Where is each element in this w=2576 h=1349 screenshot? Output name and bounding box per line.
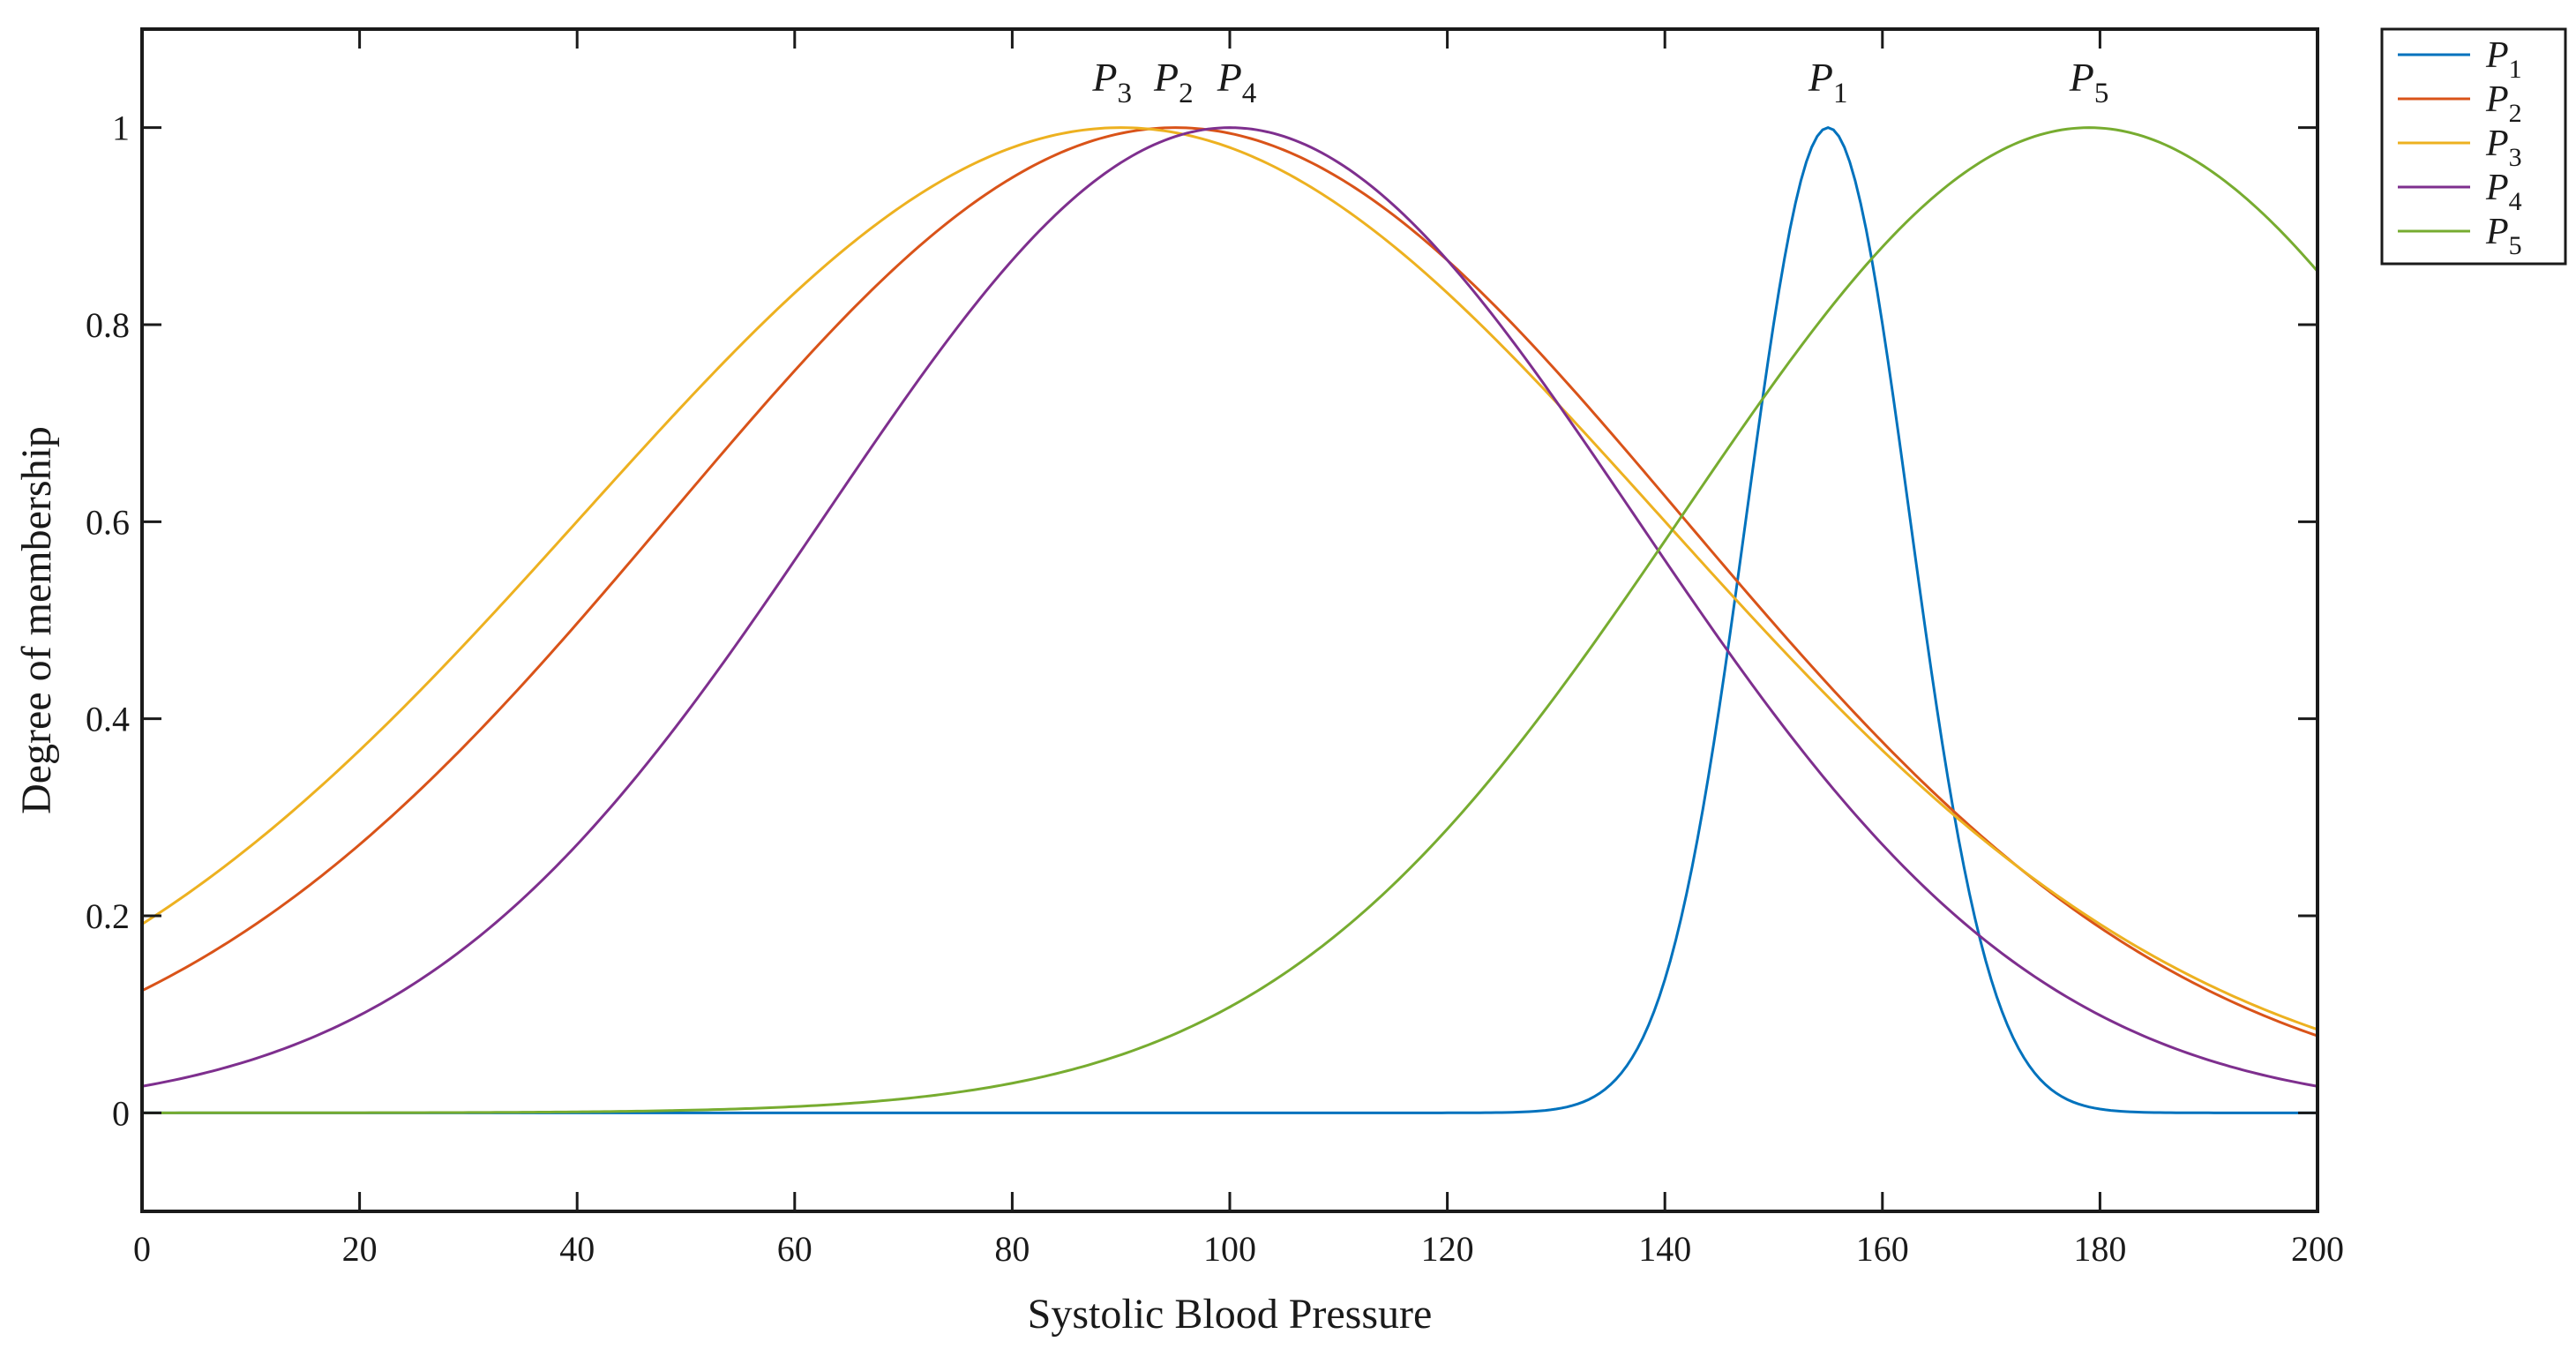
legend-label-p3-subscript: 3 [2509,143,2522,172]
peak-label-p4: P4 [1217,55,1257,109]
legend-label-p2-subscript: 2 [2509,99,2522,128]
legend-label-p3-letter: P [2485,124,2509,164]
legend-label-p1: P1 [2485,35,2522,84]
peak-label-p4-subscript: 4 [1242,78,1257,109]
x-axis-label: Systolic Blood Pressure [1028,1291,1433,1338]
series-line-p3 [141,126,2318,1031]
legend-label-p5: P5 [2485,212,2522,260]
series-lines [141,126,2319,1114]
legend-label-p2-letter: P [2485,79,2509,120]
x-tick-label: 180 [2073,1229,2126,1269]
x-tick-label: 60 [777,1229,812,1269]
legend-label-p1-subscript: 1 [2509,55,2522,84]
peak-label-p5: P5 [2069,55,2109,109]
x-tick-label: 120 [1421,1229,1474,1269]
peak-label-p2-letter: P [1153,55,1179,100]
peak-label-p4-letter: P [1217,55,1242,100]
x-tick-label: 160 [1856,1229,1909,1269]
peak-label-p1: P1 [1808,55,1848,109]
y-axis-label: Degree of membership [13,426,60,814]
y-tick-label: 0.2 [86,896,130,936]
x-tick-label: 200 [2291,1229,2344,1269]
legend-label-p4-subscript: 4 [2509,187,2522,216]
x-tick-label: 40 [559,1229,595,1269]
legend-box [2380,27,2567,266]
x-tick-label: 0 [133,1229,151,1269]
legend-label-p5-subscript: 5 [2509,231,2522,260]
x-tick-label: 140 [1638,1229,1691,1269]
series-line-p5 [142,126,2319,1114]
x-tick-label: 80 [994,1229,1030,1269]
series-line-p4 [141,126,2318,1088]
peak-annotations: P3 P2 P4 P1 P5 [1091,55,2108,109]
legend-label-p3: P3 [2485,124,2522,172]
y-tick-label: 0.8 [86,305,130,345]
peak-label-p5-subscript: 5 [2094,78,2109,109]
plot-frame [140,27,2319,1213]
legend-label-p1-letter: P [2485,35,2509,76]
axis-ticks: 0 20 40 60 80 100 120 140 160 180 200 0 0.2 0.4 0.6 0.8… [86,29,2344,1269]
peak-label-p3: P3 [1091,55,1132,109]
peak-label-p3-subscript: 3 [1118,78,1133,109]
y-tick-label: 0 [112,1093,130,1133]
x-tick-label: 20 [342,1229,378,1269]
peak-label-p3-letter: P [1091,55,1117,100]
peak-label-p2: P2 [1153,55,1194,109]
x-tick-label: 100 [1203,1229,1256,1269]
y-tick-label: 0.4 [86,700,130,739]
y-tick-label: 0.6 [86,502,130,542]
peak-label-p5-letter: P [2069,55,2094,100]
legend-label-p4: P4 [2485,168,2522,216]
y-tick-label: 1 [112,109,130,148]
series-line-p2 [141,126,2318,1038]
legend-label-p4-letter: P [2485,168,2509,208]
legend-label-p5-letter: P [2485,212,2509,252]
plot-area [142,29,2318,1211]
peak-label-p1-subscript: 1 [1833,78,1848,109]
peak-label-p2-subscript: 2 [1179,78,1194,109]
legend-label-p2: P2 [2485,79,2522,128]
peak-label-p1-letter: P [1808,55,1833,100]
